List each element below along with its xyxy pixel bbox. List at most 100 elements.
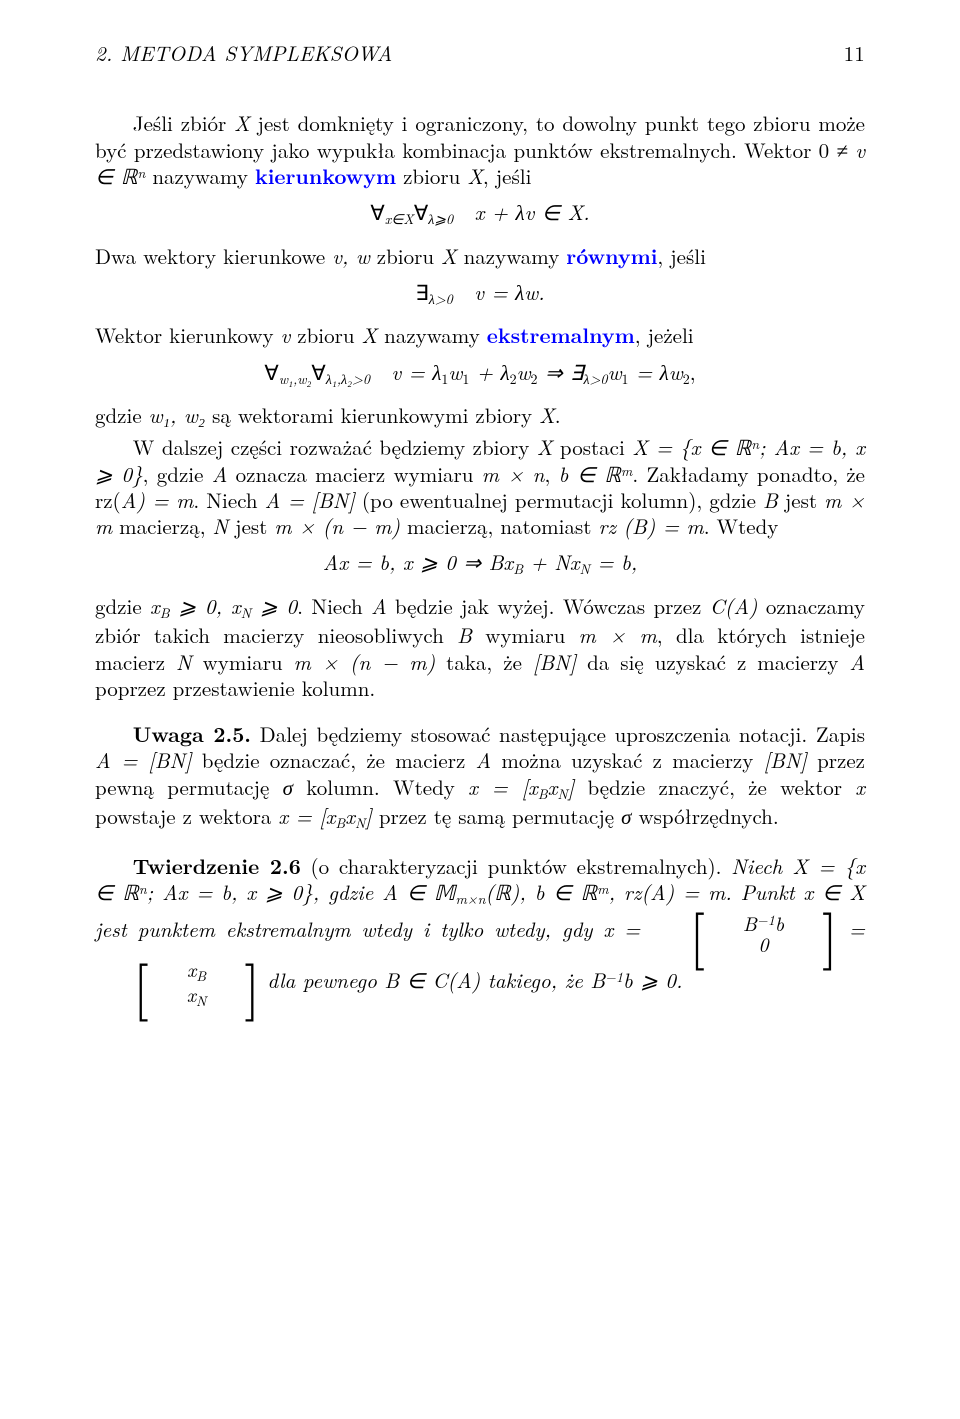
- keyword-kierunkowym: kierunkowym: [255, 161, 396, 191]
- text: kolumn. Wtedy: [293, 772, 468, 802]
- running-header: 2. METODA SYMPLEKSOWA 11: [95, 40, 865, 66]
- math-Binvb2: b ⩾ 0.: [623, 965, 682, 995]
- display-eq-1: ∀x∈X∀λ⩾0 x + λv ∈ X.: [95, 199, 865, 229]
- text: poprzez przestawienie kolumn.: [95, 673, 375, 703]
- sub: B: [335, 813, 345, 833]
- text: , jeżeli: [635, 320, 694, 350]
- math-rzBm: rz (B) = m: [598, 511, 703, 541]
- text: . Wtedy: [704, 511, 779, 541]
- text: , gdzie: [313, 877, 382, 907]
- math-xBxN2: x: [548, 772, 558, 802]
- body: = b,: [590, 547, 637, 577]
- body: Ax = b, x ⩾ 0 ⇒ Bx: [323, 547, 513, 577]
- math-m: m: [597, 879, 608, 899]
- math-BN: [BN]: [533, 647, 576, 677]
- math-xN: ⩾ 0, x: [170, 591, 241, 621]
- math-sigma: σ: [621, 801, 631, 831]
- math-X: X: [441, 241, 457, 271]
- Binv: B: [743, 908, 757, 937]
- page: 2. METODA SYMPLEKSOWA 11 Jeśli zbiór X j…: [0, 0, 960, 1419]
- body: = λw: [629, 357, 683, 387]
- text: jest punktem ekstremalnym wtedy i tylko …: [95, 914, 603, 944]
- para-4: gdzie w₁, w₂ są wektorami kierunkowymi z…: [95, 402, 865, 428]
- text: nazywamy: [457, 241, 567, 271]
- math-MmnR: (ℝ): [486, 877, 520, 907]
- text: zbioru: [290, 320, 361, 350]
- text: . Niech: [297, 591, 371, 621]
- text: , jeśli: [483, 161, 532, 191]
- math-sigma: σ: [283, 772, 293, 802]
- body: ⇒ ∃: [538, 357, 584, 387]
- body: w: [517, 357, 531, 387]
- text: takiego, że: [480, 965, 590, 995]
- body: ,: [690, 357, 696, 387]
- text: zbioru: [396, 161, 467, 191]
- math-xB: x: [150, 591, 160, 621]
- math-mxnm: m × (n − m): [274, 511, 400, 541]
- text: .: [555, 400, 561, 430]
- text: będzie jak wyżej. Wówczas przez: [387, 591, 710, 621]
- math-N: N: [213, 511, 229, 541]
- math-xeq: x =: [603, 914, 651, 944]
- math-X: X: [467, 161, 483, 191]
- math-xBxN: x = [x: [278, 801, 335, 831]
- text: taka, że: [435, 647, 533, 677]
- para-1: Jeśli zbiór X jest domknięty i ograniczo…: [95, 110, 865, 189]
- math-BinCA: B ∈ C(A): [384, 965, 480, 995]
- math-xBxN: x = [x: [468, 772, 538, 802]
- math-Binvb: B: [590, 965, 605, 995]
- text: nazywamy: [377, 320, 487, 350]
- body: + Nx: [523, 547, 580, 577]
- keyword-ekstremalnym: ekstremalnym: [487, 320, 635, 350]
- body: + λ: [469, 357, 509, 387]
- math-x: x: [855, 772, 865, 802]
- sub: λ>0: [583, 369, 607, 389]
- text: Wektor kierunkowy: [95, 320, 281, 350]
- sub: x∈X: [385, 209, 414, 229]
- text: macierzą,: [112, 511, 212, 541]
- math-A: A: [849, 647, 865, 677]
- header-left: 2. METODA SYMPLEKSOWA: [95, 40, 392, 66]
- math-n: n: [139, 879, 147, 899]
- colvec-Binvb: B−1b 0: [705, 912, 784, 954]
- text: powstaje z wektora: [95, 801, 278, 831]
- body: v = λw.: [474, 277, 544, 307]
- text: macierzą, natomiast: [400, 511, 598, 541]
- sub: B: [513, 559, 523, 579]
- eq: =: [838, 914, 865, 944]
- text: są wektorami kierunkowymi zbiory: [205, 400, 539, 430]
- math-X: X: [362, 320, 378, 350]
- math-w1w2: w₁, w₂: [149, 400, 205, 430]
- text: Dwa wektory kierunkowe: [95, 241, 332, 271]
- display-eq-4: Ax = b, x ⩾ 0 ⇒ BxB + NxN = b,: [95, 549, 865, 579]
- sub: N: [196, 991, 206, 1011]
- text: gdzie: [95, 400, 149, 430]
- text: przez tę samą permutację: [372, 801, 621, 831]
- text: współrzędnych.: [631, 801, 778, 831]
- text: zbioru: [370, 241, 441, 271]
- text: dla pewnego: [267, 965, 384, 995]
- sub: N: [580, 559, 590, 579]
- display-eq-3: ∀w₁,w₂∀λ₁,λ₂>0 v = λ1w1 + λ2w2 ⇒ ∃λ>0w1 …: [95, 359, 865, 389]
- math-v: v: [281, 320, 291, 350]
- math-vw: v, w: [332, 241, 370, 271]
- math-bRm: b ∈ ℝ: [535, 877, 597, 907]
- text: jest: [228, 511, 274, 541]
- uwaga-2-5: Uwaga 2.5. Dalej będziemy stosować nastę…: [95, 721, 865, 833]
- sub: λ>0: [429, 289, 453, 309]
- twierdzenie-2-6: Twierdzenie 2.6 (o charakteryzacji punkt…: [95, 853, 865, 1009]
- sup: −1: [757, 910, 775, 930]
- b: b: [775, 908, 784, 937]
- math-ge0: ⩾ 0: [251, 591, 297, 621]
- math-n: n: [751, 434, 759, 454]
- para-6: gdzie xB ⩾ 0, xN ⩾ 0. Niech A będzie jak…: [95, 593, 865, 701]
- sub: N: [355, 813, 365, 833]
- page-number: 11: [844, 40, 865, 66]
- text: . Punkt: [725, 877, 803, 907]
- para-3: Wektor kierunkowy v zbioru X nazywamy ek…: [95, 322, 865, 348]
- body: w: [448, 357, 462, 387]
- sub: λ₁,λ₂>0: [326, 369, 370, 389]
- text: da się uzyskać z macierzy: [576, 647, 849, 677]
- text: będzie znaczyć, że wektor: [574, 772, 855, 802]
- math-rzAm2: , rz(A) = m: [609, 877, 726, 907]
